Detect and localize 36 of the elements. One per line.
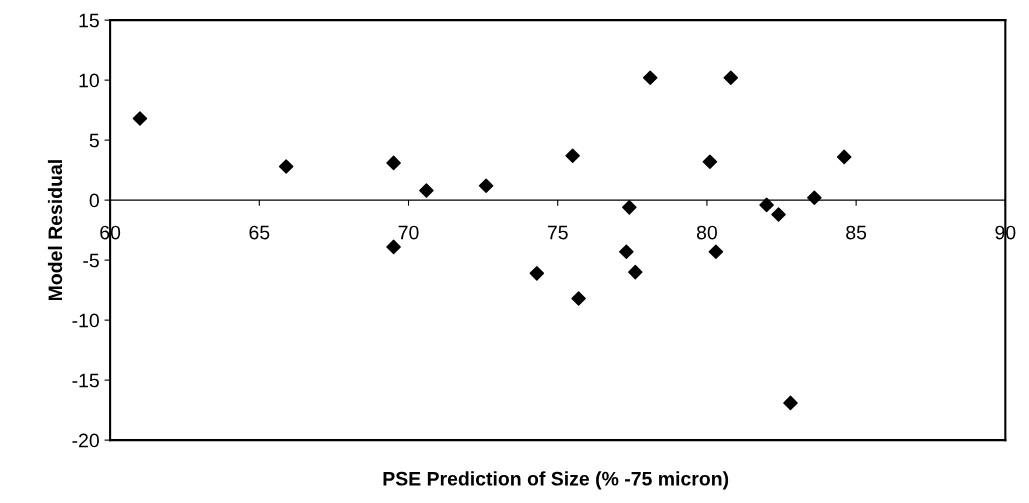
point xyxy=(702,154,718,170)
x-tick-label: 70 xyxy=(398,225,419,240)
point xyxy=(419,183,434,198)
point xyxy=(619,244,634,260)
y-tick-label: -5 xyxy=(83,253,99,268)
point xyxy=(723,70,739,86)
point xyxy=(807,190,822,206)
point xyxy=(708,244,724,260)
point xyxy=(565,148,580,164)
y-tick-label: 5 xyxy=(89,133,99,148)
x-tick-label: 85 xyxy=(846,225,867,240)
point xyxy=(386,239,401,255)
point xyxy=(642,70,658,86)
point xyxy=(759,197,774,213)
y-tick-label: -15 xyxy=(72,373,99,388)
y-tick-label: 10 xyxy=(79,73,99,88)
point xyxy=(478,178,494,194)
x-tick-label: 75 xyxy=(547,225,568,240)
point xyxy=(529,266,545,281)
point xyxy=(622,200,637,215)
point xyxy=(132,111,148,126)
y-axis-title: Model Residual xyxy=(47,160,63,301)
x-tick-label: 65 xyxy=(249,225,270,240)
point xyxy=(571,291,586,306)
point xyxy=(771,207,786,222)
point xyxy=(386,155,401,171)
point xyxy=(836,149,852,165)
point xyxy=(783,395,798,411)
point xyxy=(628,264,643,280)
x-axis-title: PSE Prediction of Size (% -75 micron) xyxy=(383,471,729,490)
y-tick-label: -20 xyxy=(72,433,99,448)
point xyxy=(278,159,294,174)
y-tick-label: -10 xyxy=(72,313,99,328)
y-tick-label: 0 xyxy=(89,193,99,208)
x-tick-label: 80 xyxy=(696,225,717,240)
y-tick-label: 15 xyxy=(79,13,99,28)
